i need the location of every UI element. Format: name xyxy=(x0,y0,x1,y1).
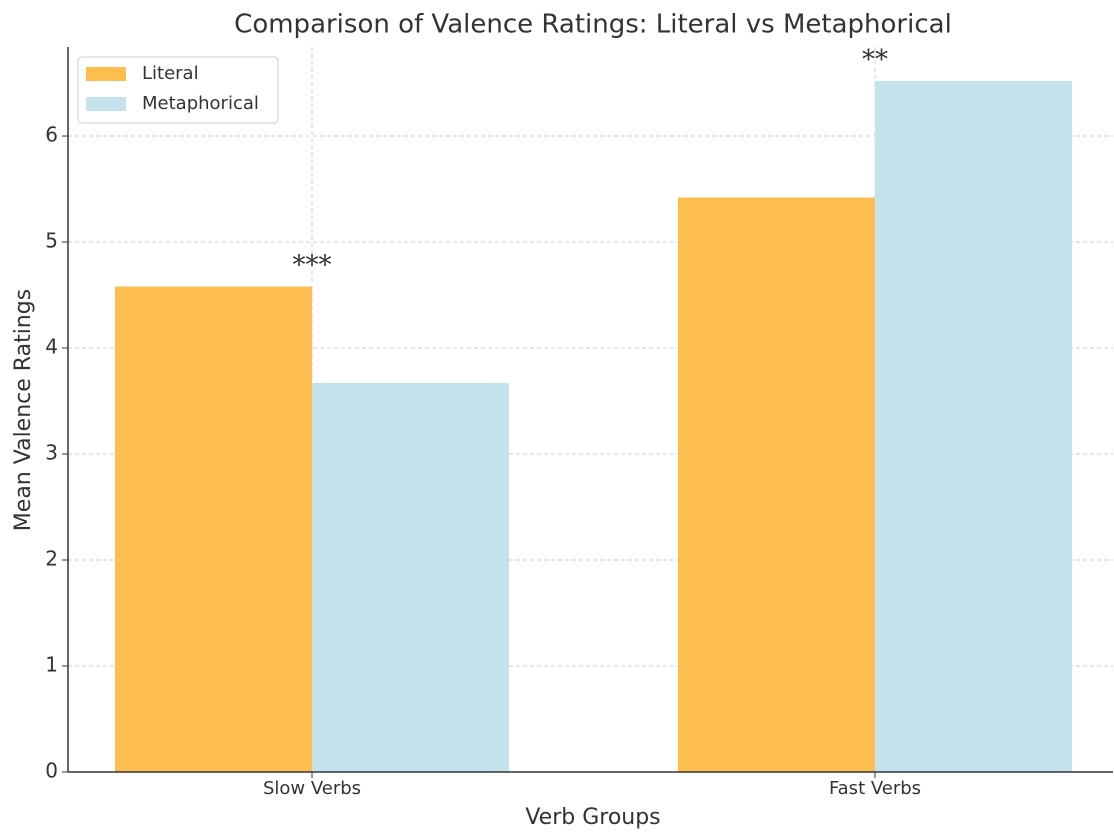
y-tick-label: 2 xyxy=(45,547,58,571)
legend-swatch xyxy=(86,97,126,111)
legend-swatch xyxy=(86,67,126,81)
y-tick-label: 5 xyxy=(45,229,58,253)
x-tick-label: Fast Verbs xyxy=(829,778,921,799)
bar xyxy=(115,286,312,772)
bar xyxy=(678,197,875,772)
legend-label: Metaphorical xyxy=(142,93,259,114)
y-tick-label: 4 xyxy=(45,335,58,359)
bar xyxy=(312,383,509,772)
y-tick-label: 0 xyxy=(45,759,58,783)
legend-label: Literal xyxy=(142,63,199,84)
bar xyxy=(875,80,1072,772)
annotation: *** xyxy=(293,251,332,281)
y-axis-label: Mean Valence Ratings xyxy=(11,289,36,531)
x-axis-label: Verb Groups xyxy=(525,805,660,830)
y-tick-label: 1 xyxy=(45,653,58,677)
chart-title: Comparison of Valence Ratings: Literal v… xyxy=(234,10,952,40)
x-tick-label: Slow Verbs xyxy=(263,778,361,799)
annotation: ** xyxy=(862,45,888,75)
legend: Literal Metaphorical xyxy=(77,56,279,124)
y-tick-label: 6 xyxy=(45,123,58,147)
y-tick-label: 3 xyxy=(45,441,58,465)
legend-box xyxy=(77,56,279,124)
